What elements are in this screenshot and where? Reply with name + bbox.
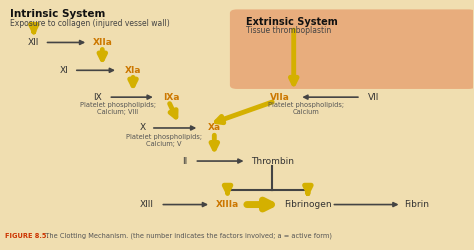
Text: Platelet phospholipids;
Calcium; V: Platelet phospholipids; Calcium; V [126, 134, 202, 147]
Text: Fibrinogen: Fibrinogen [284, 200, 332, 209]
Text: VIIa: VIIa [270, 93, 290, 102]
Text: X: X [139, 124, 146, 132]
Text: Extrinsic System: Extrinsic System [246, 17, 338, 27]
Text: II: II [182, 156, 188, 166]
Text: The Clotting Mechanism. (the number indicates the factors involved; a = active f: The Clotting Mechanism. (the number indi… [41, 233, 332, 239]
Text: Fibrin: Fibrin [404, 200, 429, 209]
Text: IX: IX [93, 93, 102, 102]
Text: Platelet phospholipids;
Calcium: Platelet phospholipids; Calcium [267, 102, 344, 115]
Text: Tissue thromboplastin: Tissue thromboplastin [246, 26, 332, 35]
Text: Exposure to collagen (injured vessel wall): Exposure to collagen (injured vessel wal… [10, 19, 170, 28]
Text: Platelet phospholipids;
Calcium; VIII: Platelet phospholipids; Calcium; VIII [80, 102, 156, 115]
Text: VII: VII [368, 93, 380, 102]
Text: XIIa: XIIa [92, 38, 112, 47]
Text: FIGURE 8.5.: FIGURE 8.5. [5, 233, 49, 239]
Text: Xa: Xa [208, 124, 221, 132]
Text: XIII: XIII [140, 200, 154, 209]
Text: Intrinsic System: Intrinsic System [10, 10, 106, 20]
Text: XII: XII [28, 38, 39, 47]
Text: XIIIa: XIIIa [216, 200, 239, 209]
Text: XI: XI [60, 66, 69, 75]
Text: Thrombin: Thrombin [251, 156, 294, 166]
Text: IXa: IXa [164, 93, 180, 102]
FancyBboxPatch shape [230, 10, 474, 89]
Text: XIa: XIa [125, 66, 141, 75]
